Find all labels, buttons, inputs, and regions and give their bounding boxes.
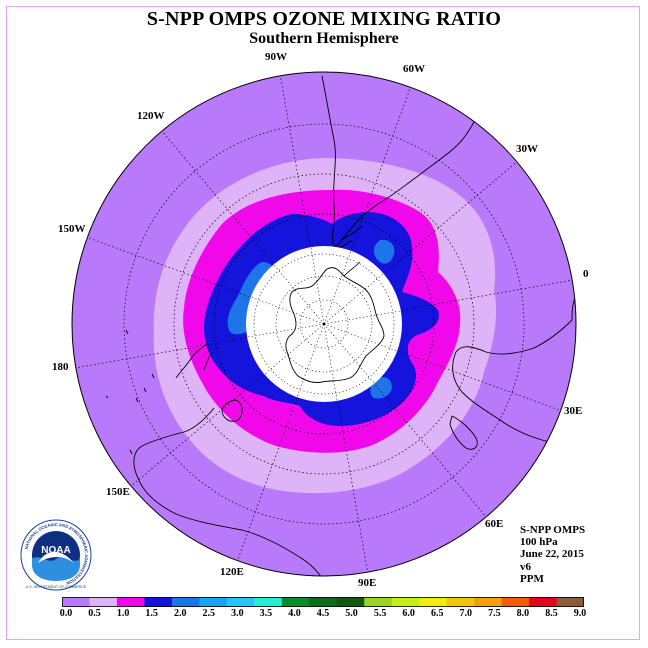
- colorbar-swatch: [309, 597, 338, 607]
- map-border: [71, 71, 577, 577]
- ozone-band-2.0-2.5: [370, 377, 392, 399]
- colorbar-tick-label: 8.5: [545, 608, 558, 619]
- colorbar-tick-label: 4.5: [316, 608, 330, 619]
- colorbar-tick-label: 6.5: [430, 608, 444, 619]
- colorbar-tick-label: 0.5: [88, 608, 101, 619]
- info-instrument: S-NPP OMPS: [520, 524, 586, 536]
- colorbar-swatch: [89, 597, 118, 607]
- lon-label-0: 0: [583, 268, 589, 280]
- colorbar-tick-label: 7.0: [459, 608, 473, 619]
- colorbar-swatch: [336, 597, 365, 607]
- colorbar-swatch: [144, 597, 173, 607]
- colorbar-swatch: [116, 597, 145, 607]
- colorbar-swatch: [171, 597, 200, 607]
- map-disc: [72, 72, 576, 576]
- info-version: v6: [520, 560, 531, 573]
- colorbar-tick-label: 3.0: [231, 608, 244, 619]
- map-subtitle: Southern Hemisphere: [249, 30, 399, 47]
- colorbar-tick-label: 5.0: [345, 608, 358, 619]
- colorbar-swatch: [364, 597, 392, 607]
- colorbar-swatch: [529, 597, 557, 607]
- lon-label-30e: 30E: [564, 405, 583, 417]
- lon-label-120e: 120E: [220, 566, 244, 578]
- colorbar-border: [62, 597, 584, 607]
- info-date: June 22, 2015: [520, 548, 584, 561]
- colorbar-swatch: [419, 597, 447, 607]
- coastlines: [105, 75, 576, 576]
- colorbar-tick-label: 2.5: [202, 608, 216, 619]
- map-title: S-NPP OMPS OZONE MIXING RATIO: [146, 8, 502, 30]
- colorbar-tick-label: 8.0: [516, 608, 530, 619]
- colorbar-swatch: [501, 597, 530, 607]
- noaa-logo-bottom-text: U.S. DEPARTMENT OF COMMERCE: [26, 585, 87, 589]
- colorbar-labels: 0.0 0.5 1.0 1.5 2.0 2.5 3.0 3.5 4.0 4.5 5.0 5.5 6.0 6…: [0, 608, 648, 622]
- colorbar-tick-label: 4.0: [288, 608, 301, 619]
- info-pressure: 100 hPa: [520, 536, 558, 549]
- inner-graticule: [247, 247, 401, 401]
- colorbar-swatch: [556, 597, 584, 607]
- lon-label-90e: 90E: [358, 577, 377, 589]
- colorbar-tick-label: 5.5: [373, 608, 387, 619]
- lon-label-60w: 60W: [403, 63, 425, 75]
- lon-label-60e: 60E: [485, 518, 504, 530]
- colorbar-swatch: [474, 597, 502, 607]
- lon-label-150w: 150W: [58, 223, 86, 235]
- lon-label-120w: 120W: [137, 110, 165, 122]
- noaa-logo-name: NOAA: [41, 545, 70, 556]
- colorbar-tick-label: 7.5: [488, 608, 501, 619]
- south-pole-dot: [322, 322, 326, 326]
- info-unit: PPM: [520, 572, 544, 585]
- antarctic-peninsula: [343, 261, 361, 277]
- colorbar-swatch: [254, 597, 283, 607]
- lon-label-90w: 90W: [265, 51, 287, 63]
- colorbar-swatch: [199, 597, 228, 607]
- colorbar-tick-label: 9.0: [573, 608, 587, 619]
- lon-label-180: 180: [52, 361, 69, 373]
- colorbar-tick-label: 3.5: [259, 608, 273, 619]
- colorbar-tick-label: 1.0: [116, 608, 130, 619]
- colorbar-tick-label: 2.0: [173, 608, 187, 619]
- info-block: S-NPP OMPS 100 hPa June 22, 2015 v6 PPM: [520, 524, 585, 585]
- lon-label-150e: 150E: [106, 486, 130, 498]
- colorbar-swatch: [446, 597, 475, 607]
- colorbar-swatch: [391, 597, 420, 607]
- colorbar-tick-label: 1.5: [145, 608, 158, 619]
- noaa-logo: NOAA NATIONAL OCEANIC AND ATMOSPHERIC AD…: [20, 519, 92, 591]
- colorbar-swatch: [62, 597, 90, 607]
- antarctica-coastline: [285, 267, 385, 383]
- colorbar-tick-label: 0.0: [59, 608, 73, 619]
- colorbar: [62, 597, 584, 607]
- ozone-band-2.0-2.5: [373, 239, 395, 264]
- figure-frame: [6, 6, 640, 640]
- lon-label-30w: 30W: [516, 143, 538, 155]
- colorbar-swatch: [226, 597, 255, 607]
- colorbar-swatch: [281, 597, 310, 607]
- colorbar-tick-label: 6.0: [402, 608, 415, 619]
